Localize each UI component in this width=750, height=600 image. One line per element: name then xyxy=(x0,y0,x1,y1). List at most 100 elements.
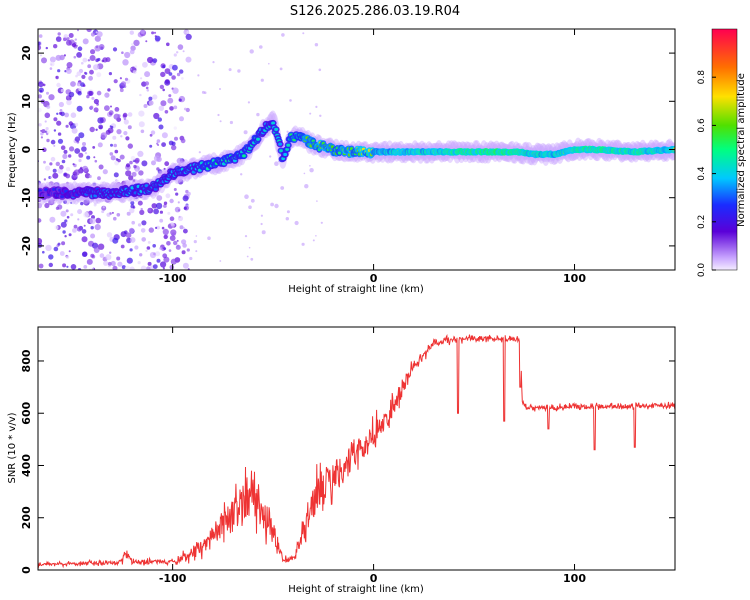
noise-speckle xyxy=(114,160,119,166)
noise-speckle xyxy=(49,176,53,179)
noise-speckle xyxy=(286,210,290,214)
noise-speckle xyxy=(66,221,69,224)
noise-speckle xyxy=(96,31,103,38)
noise-speckle xyxy=(99,253,105,258)
noise-speckle xyxy=(137,200,143,206)
x-tick-label: 100 xyxy=(563,572,586,585)
noise-speckle xyxy=(60,210,67,217)
ridge-peak-mark xyxy=(281,156,286,161)
noise-speckle xyxy=(49,162,53,166)
noise-speckle xyxy=(244,235,248,238)
noise-speckle xyxy=(315,235,317,237)
noise-speckle xyxy=(66,99,72,106)
noise-speckle xyxy=(71,127,78,134)
noise-speckle xyxy=(124,51,131,59)
noise-speckle xyxy=(164,110,169,114)
noise-speckle xyxy=(126,211,131,216)
noise-speckle xyxy=(52,172,59,179)
noise-speckle xyxy=(87,59,91,62)
noise-speckle xyxy=(43,160,46,164)
noise-speckle xyxy=(48,262,53,268)
noise-speckle xyxy=(139,93,142,97)
noise-speckle xyxy=(94,159,98,163)
noise-speckle xyxy=(74,136,81,142)
noise-speckle xyxy=(169,198,174,204)
noise-speckle xyxy=(92,146,96,149)
noise-speckle xyxy=(82,165,89,172)
noise-speckle xyxy=(186,248,190,252)
noise-speckle xyxy=(320,221,323,224)
noise-speckle xyxy=(82,38,89,45)
noise-speckle xyxy=(156,139,161,143)
noise-speckle xyxy=(66,215,70,219)
noise-speckle xyxy=(38,87,44,93)
noise-speckle xyxy=(38,123,42,127)
noise-speckle xyxy=(89,69,94,75)
noise-speckle xyxy=(57,138,64,144)
noise-speckle xyxy=(108,110,114,116)
noise-speckle xyxy=(86,29,92,33)
noise-speckle xyxy=(162,253,168,259)
noise-speckle xyxy=(219,260,222,262)
noise-speckle xyxy=(249,49,254,54)
noise-speckle xyxy=(38,218,42,223)
noise-speckle xyxy=(91,96,95,100)
noise-speckle xyxy=(219,120,222,123)
noise-speckle xyxy=(76,82,82,87)
noise-speckle xyxy=(125,170,132,177)
noise-speckle xyxy=(93,107,99,113)
noise-speckle xyxy=(145,249,148,252)
noise-speckle xyxy=(312,239,315,242)
noise-speckle xyxy=(57,168,63,174)
noise-speckle xyxy=(157,144,160,146)
noise-speckle xyxy=(80,201,84,206)
noise-speckle xyxy=(101,59,105,63)
noise-speckle xyxy=(49,61,55,67)
noise-speckle xyxy=(125,232,132,238)
noise-speckle xyxy=(112,237,119,244)
noise-speckle xyxy=(124,77,129,81)
noise-speckle xyxy=(53,129,57,132)
noise-speckle xyxy=(76,226,82,232)
noise-speckle xyxy=(309,165,311,167)
noise-speckle xyxy=(94,224,101,231)
noise-speckle xyxy=(158,124,164,130)
noise-speckle xyxy=(38,45,42,51)
noise-speckle xyxy=(96,90,102,96)
y-tick-label: 800 xyxy=(20,349,33,372)
noise-speckle xyxy=(142,61,148,68)
noise-speckle xyxy=(179,69,184,74)
noise-speckle xyxy=(163,204,167,208)
noise-speckle xyxy=(207,236,211,240)
noise-speckle xyxy=(133,164,137,169)
noise-speckle xyxy=(132,70,137,74)
ridge-peak-mark xyxy=(242,154,246,158)
noise-speckle xyxy=(138,110,145,117)
noise-speckle xyxy=(92,182,97,187)
noise-speckle xyxy=(81,146,87,152)
ridge-peak-mark xyxy=(60,195,65,199)
noise-speckle xyxy=(89,126,95,133)
noise-speckle xyxy=(105,254,112,261)
noise-speckle xyxy=(53,246,59,252)
noise-speckle xyxy=(189,256,193,261)
noise-speckle xyxy=(45,244,52,252)
noise-speckle xyxy=(131,220,135,225)
noise-speckle xyxy=(42,83,46,87)
noise-speckle xyxy=(38,34,43,38)
noise-speckle xyxy=(177,201,180,204)
noise-speckle xyxy=(181,239,187,245)
noise-speckle xyxy=(145,40,148,43)
noise-speckle xyxy=(93,203,97,207)
noise-speckle xyxy=(155,226,158,229)
noise-speckle xyxy=(146,89,150,92)
noise-speckle xyxy=(115,158,119,161)
noise-speckle xyxy=(301,242,305,246)
noise-speckle xyxy=(281,33,285,37)
noise-speckle xyxy=(96,72,102,78)
noise-speckle xyxy=(178,98,182,102)
noise-speckle xyxy=(104,94,107,97)
noise-speckle xyxy=(173,105,178,110)
noise-speckle xyxy=(66,265,69,268)
noise-speckle xyxy=(48,94,55,101)
